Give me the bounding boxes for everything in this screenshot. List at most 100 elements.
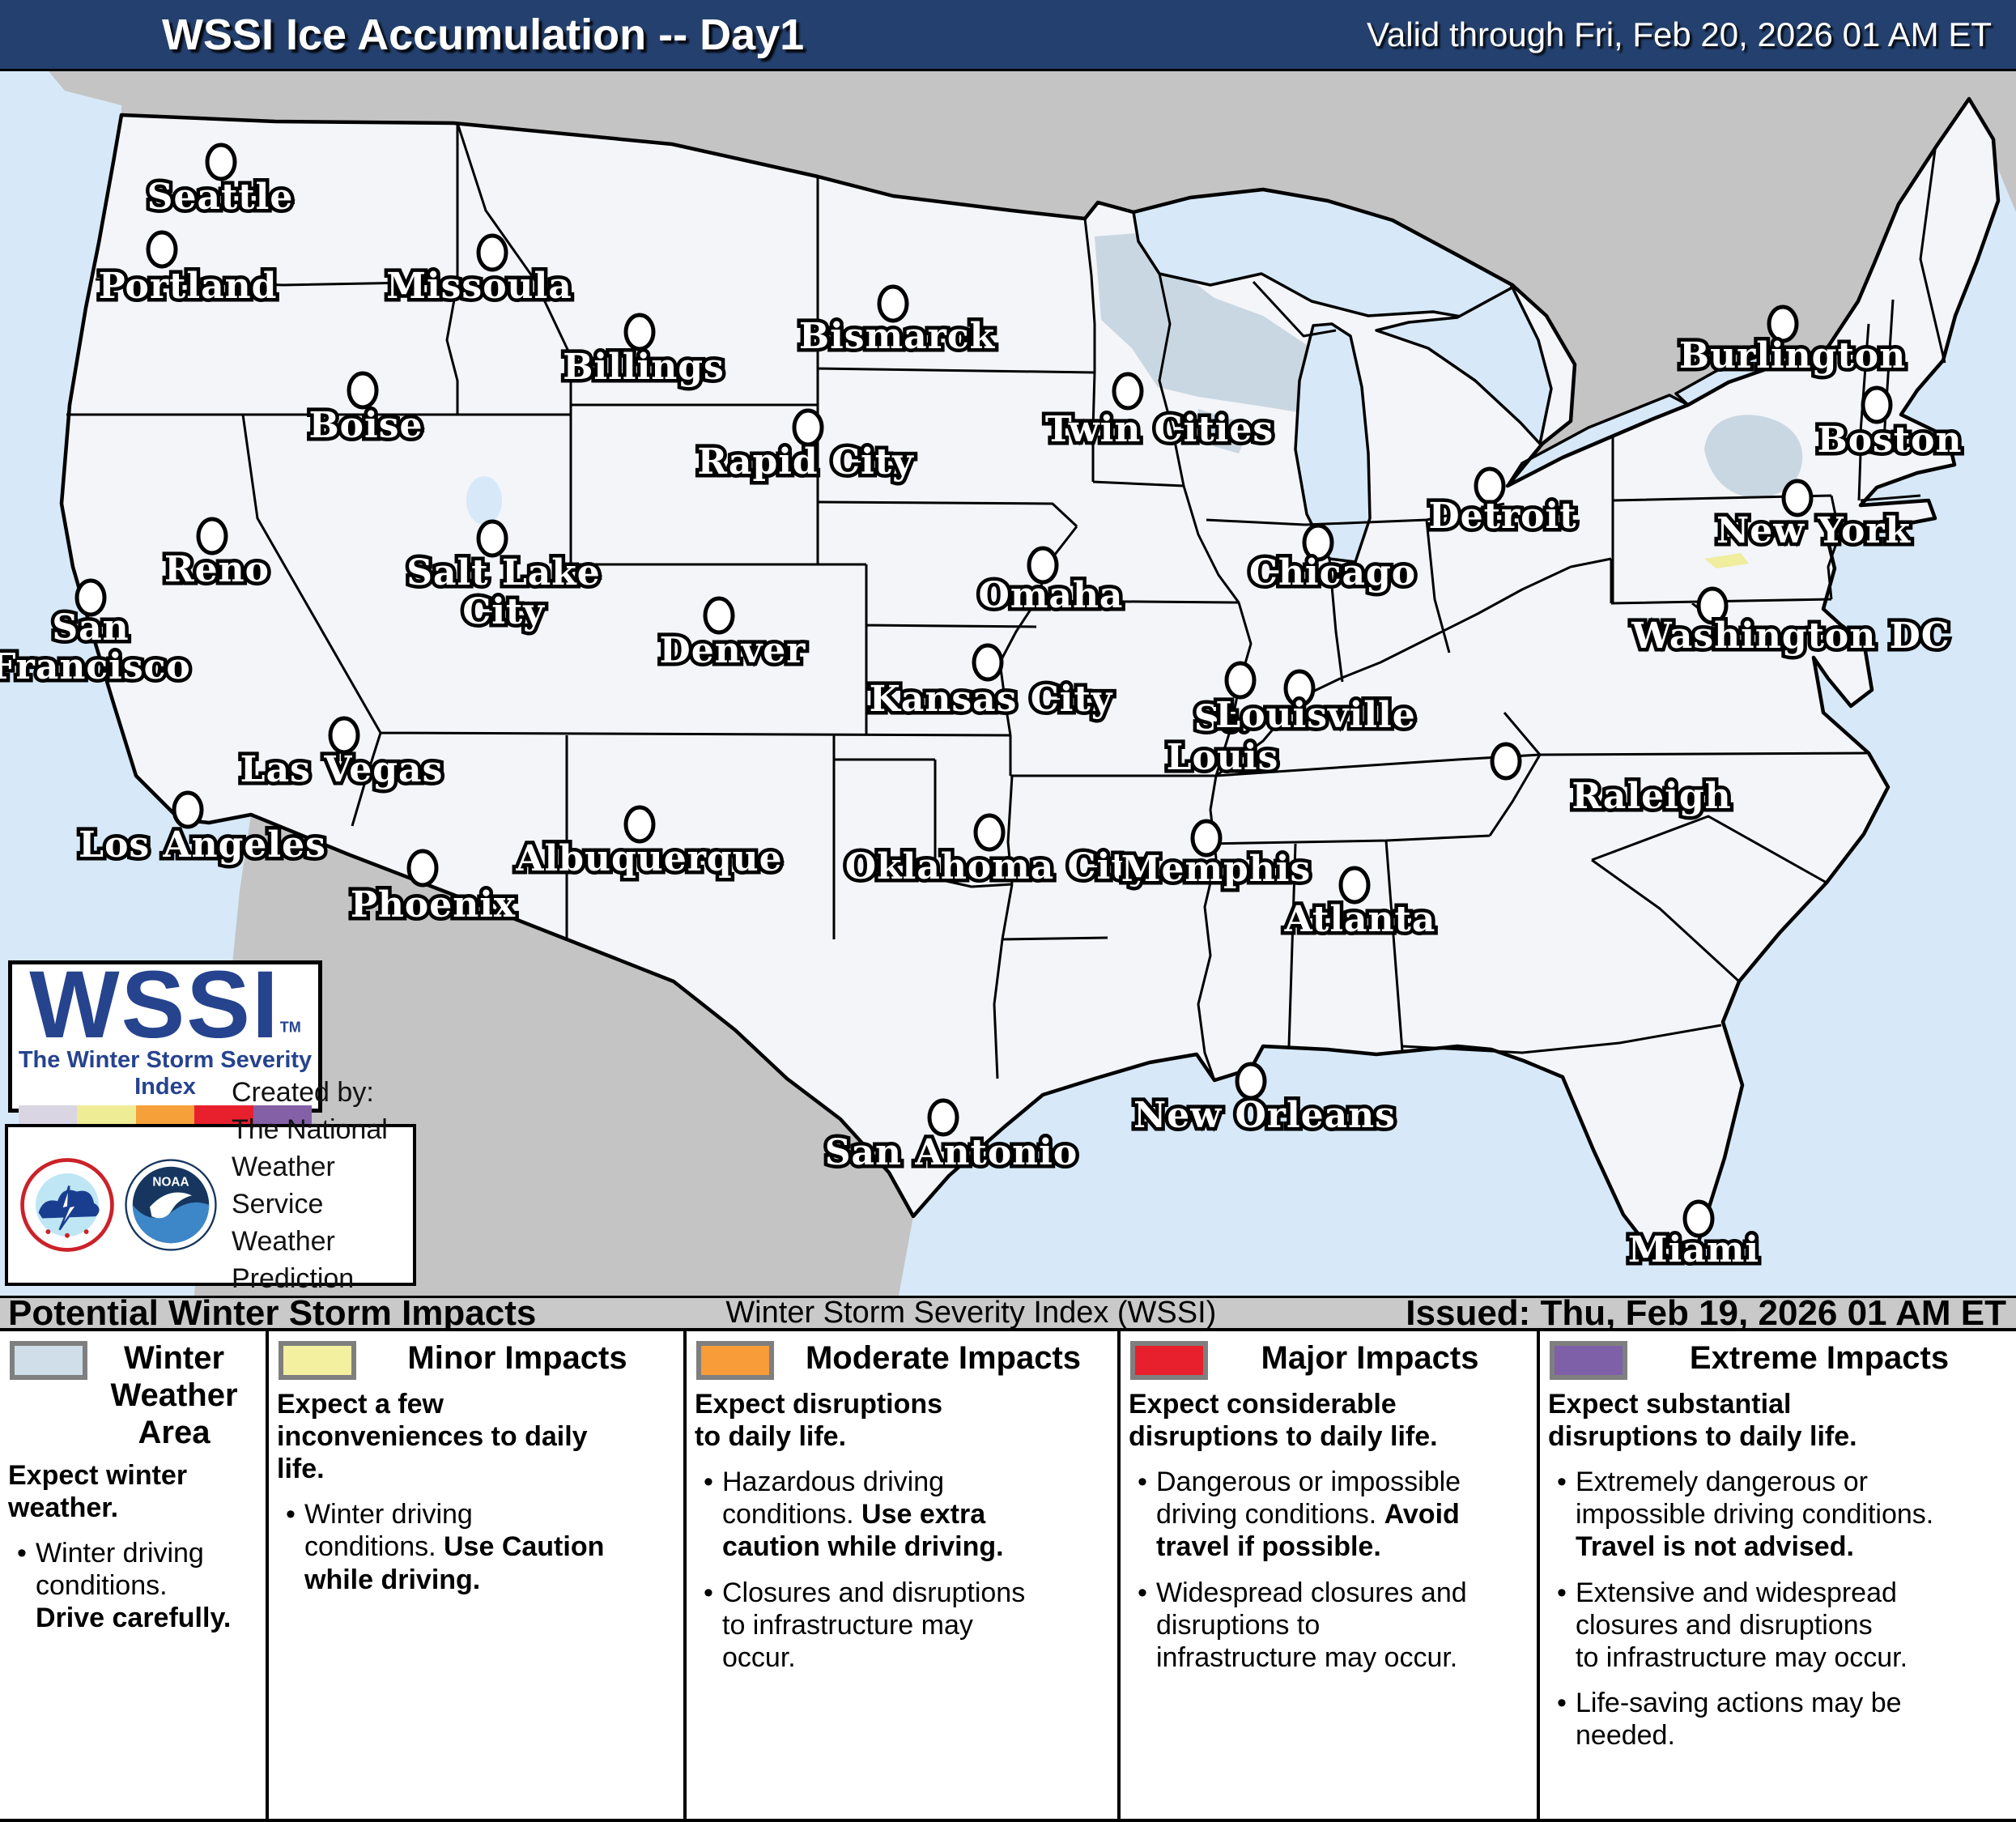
subheader-center-title: Winter Storm Severity Index (WSSI) (725, 1296, 1217, 1330)
city-label-detroit: Detroit (1428, 496, 1576, 537)
city-label-las-vegas: Las Vegas (240, 749, 444, 790)
city-marker-miami (1682, 1199, 1715, 1238)
legend-title-minor-impacts: Minor Impacts (407, 1340, 627, 1376)
legend-column-extreme-impacts: Extreme Impacts Expect substantial disrup… (1540, 1331, 2016, 1819)
nws-logo-icon (20, 1158, 114, 1252)
city-label-salt-lake-city: Salt Lake (406, 552, 601, 594)
legend-swatch-minor-impacts (279, 1341, 356, 1380)
city-label-albuquerque: Albuquerque (515, 838, 782, 879)
city-label-los-angeles: Los Angeles (79, 824, 326, 866)
city-label-chicago: Chicago (1249, 552, 1416, 594)
issued-timestamp: Issued: Thu, Feb 19, 2026 01 AM ET (1406, 1292, 2006, 1333)
legend-lead-moderate-impacts: Expect disruptions to daily life. (695, 1389, 943, 1453)
city-marker-detroit (1474, 466, 1506, 505)
bullet-dot: • (1138, 1577, 1147, 1608)
city-label-oklahoma-city: Oklahoma City (845, 846, 1150, 888)
header-bar: WSSI Ice Accumulation -- Day1 Valid thro… (0, 0, 2016, 71)
legend-lead-extreme-impacts: Expect substantial disruptions to daily … (1548, 1389, 1857, 1453)
city-marker-san-francisco (74, 578, 107, 617)
bullet-dot: • (704, 1467, 713, 1498)
bullet-text: Winter driving conditions. Use Caution w… (304, 1499, 605, 1595)
city-label-raleigh: Raleigh (1572, 776, 1731, 817)
city-layer: Seattle Portland Missoula Billings Bismarck B… (0, 143, 1965, 1275)
bullet-text: Hazardous driving conditions. Use extra … (722, 1467, 1004, 1563)
legend-column-minor-impacts: Minor Impacts Expect a few inconveniences… (269, 1331, 687, 1819)
legend-bullet-extreme-impacts-0: • Extremely dangerous or impossible drivi… (1548, 1466, 2006, 1563)
wssi-trademark: TM (279, 1019, 301, 1036)
city-label-seattle: Seattle (147, 177, 294, 218)
city-label-kansas-city: Kansas City (870, 679, 1113, 720)
city-marker-chicago (1302, 523, 1334, 562)
city-marker-oklahoma-city (973, 813, 1006, 852)
great-salt-lake (466, 476, 502, 525)
city-label-rapid-city: Rapid City (697, 441, 914, 483)
city-marker-billings (623, 313, 656, 351)
credit-line1: Created by: (232, 1077, 374, 1109)
city-label-new-york: New York (1716, 510, 1912, 551)
city-label-san-antonio: San Antonio (825, 1132, 1078, 1173)
city-label-salt-lake-city: City (462, 591, 545, 632)
city-label-reno: Reno (164, 549, 270, 590)
legend-column-major-impacts: Major Impacts Expect considerable disrupt… (1121, 1331, 1540, 1819)
legend-header-major-impacts: Major Impacts (1129, 1339, 1527, 1380)
us-outline (59, 96, 2001, 1266)
city-marker-memphis (1190, 819, 1223, 858)
city-label-bismarck: Bismarck (799, 316, 996, 357)
wssi-logo-box: WSSITM The Winter Storm Severity Index (8, 957, 322, 1130)
city-marker-raleigh (1490, 742, 1522, 781)
bullet-text: Life-saving actions may be needed. (1576, 1687, 1902, 1751)
city-marker-atlanta (1338, 866, 1371, 905)
subheader-bar: Potential Winter Storm Impacts Winter St… (0, 1292, 2016, 1333)
city-marker-reno (196, 517, 228, 556)
legend-lead-winter-weather-area: Expect winter weather. (8, 1460, 188, 1524)
city-label-atlanta: Atlanta (1284, 899, 1436, 940)
legend-swatch-extreme-impacts (1550, 1341, 1627, 1380)
city-marker-washington-dc (1696, 586, 1729, 625)
legend-header-minor-impacts: Minor Impacts (277, 1339, 674, 1380)
city-label-missoula: Missoula (386, 266, 572, 307)
legend-bullet-winter-weather-area-0: • Winter driving conditions. Drive carefu… (8, 1537, 256, 1634)
city-marker-phoenix (406, 849, 439, 888)
legend-column-moderate-impacts: Moderate Impacts Expect disruptions to da… (687, 1331, 1121, 1819)
legend-bullet-moderate-impacts-1: • Closures and disruptions to infrastruct… (695, 1577, 1108, 1674)
credit-box: NOAA Created by: The National Weather Se… (5, 1077, 416, 1331)
legend-bullet-extreme-impacts-2: • Life-saving actions may be needed. (1548, 1687, 2006, 1752)
bullet-dot: • (1138, 1467, 1147, 1498)
legend-header-extreme-impacts: Extreme Impacts (1548, 1339, 2006, 1380)
city-marker-new-orleans (1235, 1062, 1267, 1100)
lake-michigan (1294, 322, 1372, 564)
city-label-phoenix: Phoenix (351, 884, 516, 926)
city-label-st-louis: Louis (1167, 737, 1279, 778)
city-label-st-louis: St. (1194, 698, 1251, 739)
us-map-svg: Seattle Portland Missoula Billings Bismarck B… (0, 71, 2016, 1296)
winter-weather-area-shading (1095, 232, 1803, 498)
city-label-memphis: Memphis (1121, 849, 1312, 890)
city-marker-louisville (1283, 669, 1316, 708)
city-label-new-orleans: New Orleans (1133, 1095, 1396, 1136)
city-label-san-francisco: San (52, 607, 129, 649)
legend-bullet-major-impacts-1: • Widespread closures and disruptions to … (1129, 1577, 1527, 1674)
wssi-tagline: The Winter Storm Severity Index (18, 1047, 313, 1100)
city-marker-missoula (476, 233, 508, 272)
legend-title-moderate-impacts: Moderate Impacts (805, 1340, 1082, 1376)
legend-swatch-winter-weather-area (10, 1341, 87, 1380)
city-marker-st-louis (1224, 661, 1257, 700)
legend-lead-major-impacts: Expect considerable disruptions to daily… (1129, 1389, 1438, 1453)
credit-line2: The National Weather Service (232, 1114, 388, 1220)
city-marker-twin-cities (1112, 372, 1144, 411)
legend-title-extreme-impacts: Extreme Impacts (1689, 1340, 1950, 1376)
vancouver-island (49, 71, 138, 105)
page-title: WSSI Ice Accumulation -- Day1 (162, 10, 805, 59)
city-label-denver: Denver (660, 630, 806, 671)
city-marker-new-york (1781, 479, 1814, 517)
city-label-washington-dc: Washington DC (1631, 615, 1950, 657)
impact-legend: Winter Weather Area Expect winter weather… (0, 1331, 2016, 1822)
city-marker-omaha (1027, 546, 1059, 585)
city-label-twin-cities: Twin Cities (1045, 409, 1274, 450)
legend-column-winter-weather-area: Winter Weather Area Expect winter weather… (0, 1331, 269, 1819)
city-marker-las-vegas (328, 716, 360, 755)
legend-bullet-major-impacts-0: • Dangerous or impossible driving conditi… (1129, 1466, 1527, 1563)
city-label-burlington: Burlington (1679, 335, 1906, 377)
city-label-louisville: Louisville (1215, 695, 1415, 736)
city-marker-kansas-city (972, 643, 1004, 682)
